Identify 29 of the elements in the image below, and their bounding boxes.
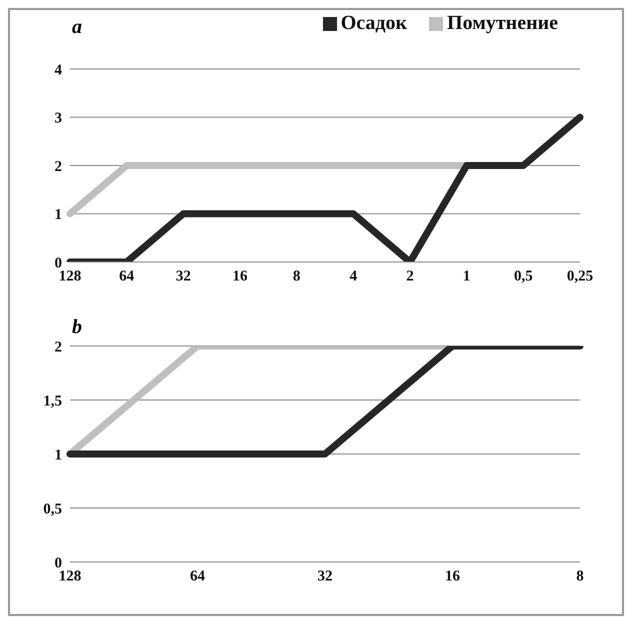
y-tick-label: 2: [54, 158, 62, 175]
x-tick-label: 16: [232, 268, 248, 285]
y-tick-label: 1,5: [43, 393, 62, 410]
x-tick-label: 4: [350, 268, 358, 285]
x-tick-label: 16: [445, 568, 460, 585]
legend-label: Помутнение: [447, 12, 558, 34]
y-tick-label: 0: [54, 255, 62, 272]
x-tick-label: 32: [318, 568, 332, 585]
x-tick-label: 32: [176, 268, 191, 285]
y-tick-label: 1: [54, 207, 62, 224]
x-tick-label: 128: [58, 568, 82, 585]
x-tick-label: 0,5: [514, 268, 533, 285]
x-tick-label: 8: [292, 268, 300, 285]
x-tick-label: 1: [462, 268, 470, 285]
x-tick-label: 128: [58, 268, 82, 285]
y-tick-label: 3: [54, 110, 62, 127]
x-tick-label: 64: [119, 268, 135, 285]
y-tick-label: 0,5: [43, 501, 62, 518]
y-tick-label: 2: [54, 339, 62, 356]
legend-label: Осадок: [340, 12, 408, 34]
y-tick-label: 1: [54, 447, 62, 464]
x-tick-label: 0,25: [566, 268, 594, 285]
x-tick-label: 2: [406, 268, 414, 285]
x-tick-label: 64: [190, 568, 206, 585]
chart-title: b: [72, 316, 82, 339]
x-tick-label: 8: [576, 568, 584, 585]
y-tick-label: 4: [54, 62, 62, 78]
chart-title: a: [72, 16, 82, 39]
y-tick-label: 0: [54, 555, 62, 572]
